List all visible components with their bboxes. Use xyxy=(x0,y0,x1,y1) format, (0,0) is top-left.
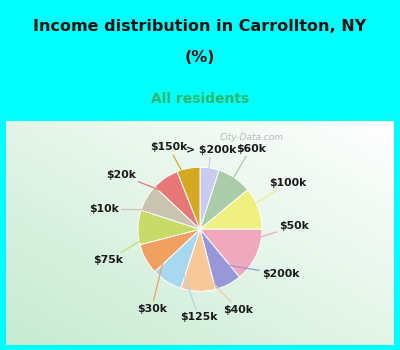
Wedge shape xyxy=(141,187,200,229)
Text: $125k: $125k xyxy=(180,262,218,322)
Text: $40k: $40k xyxy=(199,268,253,315)
Wedge shape xyxy=(155,229,200,288)
Wedge shape xyxy=(140,229,200,272)
Text: $150k: $150k xyxy=(150,142,193,191)
Text: $30k: $30k xyxy=(137,248,166,314)
Text: $60k: $60k xyxy=(222,144,266,197)
Text: City-Data.com: City-Data.com xyxy=(220,133,284,142)
Wedge shape xyxy=(177,167,200,229)
Wedge shape xyxy=(138,210,200,245)
Text: Income distribution in Carrollton, NY: Income distribution in Carrollton, NY xyxy=(33,19,367,34)
Wedge shape xyxy=(155,172,200,229)
Text: $50k: $50k xyxy=(235,221,309,246)
Wedge shape xyxy=(200,229,262,277)
Text: > $200k: > $200k xyxy=(186,145,236,191)
Text: $75k: $75k xyxy=(93,228,162,265)
Wedge shape xyxy=(200,167,219,229)
Wedge shape xyxy=(181,229,216,291)
Wedge shape xyxy=(200,170,248,229)
Wedge shape xyxy=(200,229,240,289)
Wedge shape xyxy=(200,190,262,229)
Text: $20k: $20k xyxy=(106,170,178,197)
Text: $100k: $100k xyxy=(236,178,307,216)
Text: $200k: $200k xyxy=(218,264,299,279)
Text: (%): (%) xyxy=(185,50,215,65)
Text: All residents: All residents xyxy=(151,92,249,106)
Text: $10k: $10k xyxy=(89,204,167,215)
